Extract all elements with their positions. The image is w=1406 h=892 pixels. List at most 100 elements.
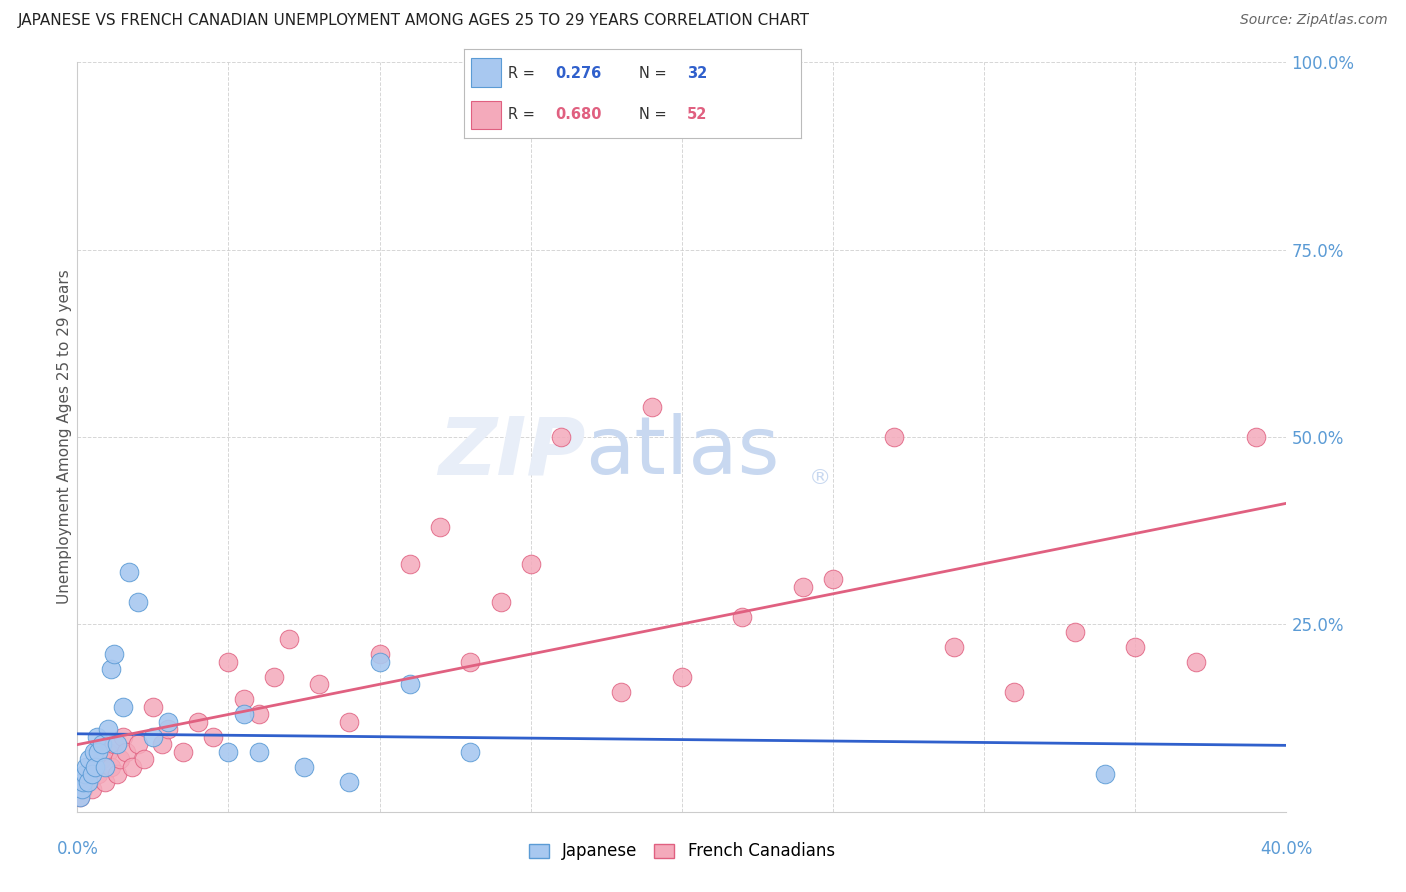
Point — [105, 767, 128, 781]
Text: 0.0%: 0.0% — [56, 840, 98, 858]
Point — [1246, 430, 1268, 444]
Text: 52: 52 — [686, 107, 707, 121]
Point — [399, 558, 422, 572]
Point — [90, 752, 112, 766]
Point — [399, 677, 422, 691]
Point — [83, 745, 105, 759]
Point — [232, 692, 254, 706]
Point — [550, 430, 572, 444]
Point — [87, 767, 110, 781]
Point — [368, 655, 391, 669]
Bar — [471, 101, 501, 129]
Point — [232, 707, 254, 722]
Point — [90, 737, 112, 751]
Point — [671, 670, 693, 684]
Point — [103, 737, 125, 751]
Point — [520, 558, 543, 572]
Text: 32: 32 — [686, 66, 707, 80]
Point — [79, 752, 101, 766]
Point — [1094, 767, 1116, 781]
Point — [1125, 640, 1147, 654]
Point — [114, 745, 136, 759]
Text: N =: N = — [640, 66, 672, 80]
Text: R =: R = — [508, 107, 540, 121]
Text: ZIP: ZIP — [437, 413, 585, 491]
Text: 40.0%: 40.0% — [1260, 840, 1313, 858]
Point — [111, 699, 134, 714]
Point — [70, 782, 93, 797]
Point — [93, 774, 115, 789]
Point — [150, 737, 173, 751]
Point — [460, 655, 482, 669]
Point — [100, 662, 122, 676]
Point — [77, 774, 100, 789]
Point — [202, 730, 225, 744]
Point — [641, 400, 664, 414]
Text: ®: ® — [808, 468, 831, 488]
Point — [883, 430, 905, 444]
Point — [73, 767, 96, 781]
Point — [100, 760, 122, 774]
Point — [429, 520, 451, 534]
Point — [118, 565, 141, 579]
Point — [368, 648, 391, 662]
Point — [218, 745, 240, 759]
Text: atlas: atlas — [585, 413, 779, 491]
Point — [292, 760, 315, 774]
Point — [731, 610, 754, 624]
Point — [187, 714, 209, 729]
Point — [105, 737, 128, 751]
Point — [75, 760, 97, 774]
Point — [823, 573, 845, 587]
Y-axis label: Unemployment Among Ages 25 to 29 years: Unemployment Among Ages 25 to 29 years — [56, 269, 72, 605]
Point — [69, 789, 91, 804]
Point — [132, 752, 155, 766]
Point — [1004, 685, 1026, 699]
Point — [247, 707, 270, 722]
Point — [82, 782, 104, 797]
Point — [1185, 655, 1208, 669]
Point — [489, 595, 512, 609]
Point — [218, 655, 240, 669]
Point — [79, 767, 101, 781]
Text: N =: N = — [640, 107, 672, 121]
Point — [460, 745, 482, 759]
Point — [127, 737, 149, 751]
Point — [84, 760, 107, 774]
Text: JAPANESE VS FRENCH CANADIAN UNEMPLOYMENT AMONG AGES 25 TO 29 YEARS CORRELATION C: JAPANESE VS FRENCH CANADIAN UNEMPLOYMENT… — [18, 13, 810, 29]
Bar — [471, 58, 501, 87]
Point — [339, 714, 361, 729]
Point — [172, 745, 194, 759]
Point — [339, 774, 361, 789]
Point — [72, 774, 94, 789]
Point — [75, 774, 97, 789]
Point — [278, 632, 301, 647]
Point — [943, 640, 966, 654]
Point — [96, 745, 120, 759]
Point — [127, 595, 149, 609]
Point — [610, 685, 633, 699]
Point — [142, 730, 165, 744]
Text: Source: ZipAtlas.com: Source: ZipAtlas.com — [1240, 13, 1388, 28]
Point — [84, 760, 107, 774]
Point — [69, 789, 91, 804]
Text: R =: R = — [508, 66, 540, 80]
Text: 0.680: 0.680 — [555, 107, 602, 121]
Point — [157, 723, 180, 737]
Point — [121, 760, 143, 774]
Point — [1064, 624, 1087, 639]
Point — [103, 648, 125, 662]
Point — [157, 714, 180, 729]
Point — [72, 782, 94, 797]
Legend: Japanese, French Canadians: Japanese, French Canadians — [522, 836, 842, 867]
Point — [96, 723, 120, 737]
Point — [82, 767, 104, 781]
Point — [87, 745, 110, 759]
Point — [93, 760, 115, 774]
Point — [142, 699, 165, 714]
Point — [247, 745, 270, 759]
Point — [263, 670, 285, 684]
Point — [111, 730, 134, 744]
Point — [792, 580, 814, 594]
Point — [308, 677, 330, 691]
